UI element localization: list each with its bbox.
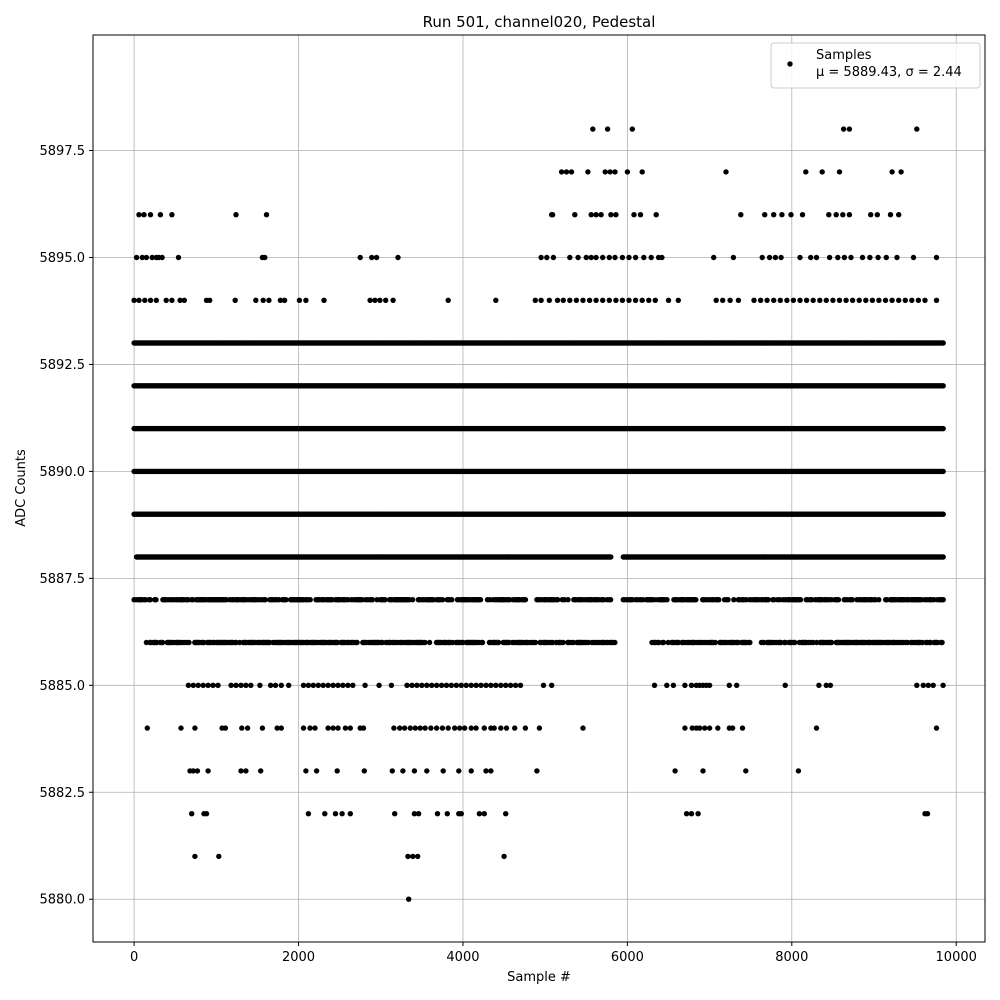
chart-title: Run 501, channel020, Pedestal: [423, 13, 656, 31]
data-point: [479, 639, 486, 646]
data-points: [131, 126, 946, 902]
data-point: [716, 597, 722, 603]
data-point: [262, 597, 268, 603]
data-point: [426, 639, 433, 646]
data-point: [835, 597, 842, 603]
data-point: [186, 639, 192, 646]
data-point: [940, 468, 946, 475]
data-point: [940, 511, 946, 517]
data-point: [940, 425, 946, 432]
data-point: [283, 597, 289, 603]
data-point: [560, 639, 566, 646]
data-point: [369, 597, 376, 603]
data-point: [664, 597, 670, 603]
data-point: [495, 639, 502, 646]
data-point: [765, 597, 771, 603]
data-point: [477, 597, 484, 603]
data-point: [147, 597, 153, 603]
data-point: [731, 597, 737, 603]
data-point: [153, 597, 159, 603]
data-point: [849, 597, 855, 603]
data-point: [382, 597, 388, 603]
data-point: [940, 597, 946, 603]
data-point: [307, 597, 313, 603]
data-point: [565, 597, 571, 603]
data-point: [712, 639, 718, 646]
data-point: [725, 597, 731, 603]
data-point: [940, 554, 946, 560]
data-point: [607, 597, 614, 603]
data-point: [876, 597, 882, 603]
data-point: [797, 597, 804, 603]
data-point: [354, 639, 360, 646]
data-point: [439, 597, 446, 603]
data-point: [940, 383, 946, 389]
data-point: [555, 597, 561, 603]
data-point: [532, 639, 539, 646]
data-point: [612, 639, 618, 646]
data-point: [449, 597, 455, 603]
data-point: [159, 639, 166, 646]
data-point: [522, 597, 529, 603]
data-point: [940, 340, 946, 346]
data-point: [660, 639, 667, 646]
data-point: [693, 597, 699, 603]
data-point: [409, 597, 416, 603]
data-point: [422, 639, 428, 646]
data-point: [608, 554, 614, 560]
